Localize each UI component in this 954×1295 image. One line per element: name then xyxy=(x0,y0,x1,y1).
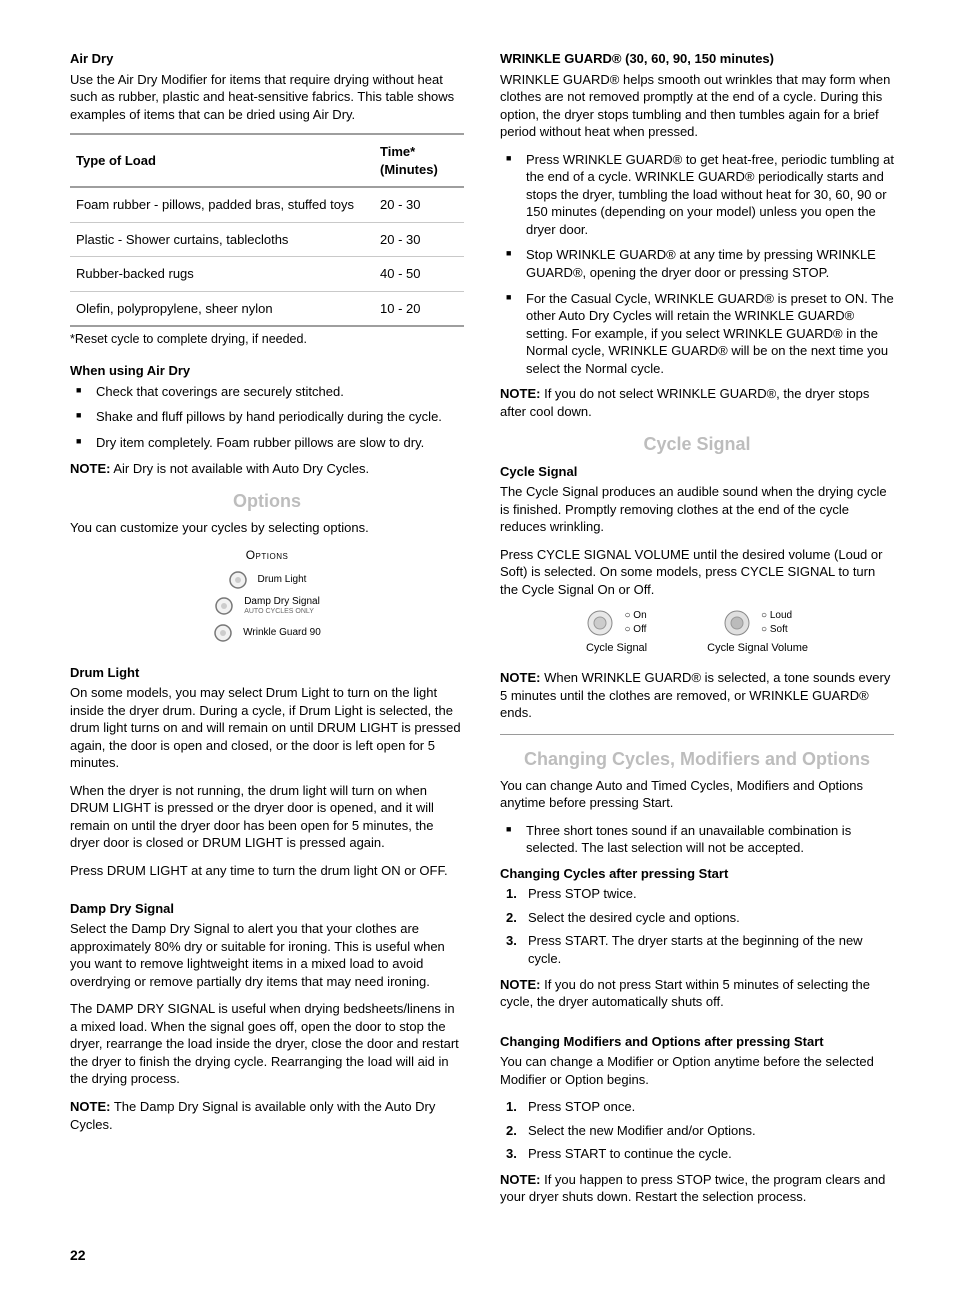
changing-note-2: NOTE: If you happen to press STOP twice,… xyxy=(500,1171,894,1206)
options-panel: Options Drum Light Damp Dry SignalAUTO C… xyxy=(70,547,464,646)
table-row: Rubber-backed rugs40 - 50 xyxy=(70,257,464,292)
option-button-icon xyxy=(213,623,233,643)
options-title: Options xyxy=(70,489,464,513)
drum-light-p2: When the dryer is not running, the drum … xyxy=(70,782,464,852)
list-item: Press WRINKLE GUARD® to get heat-free, p… xyxy=(506,151,894,239)
list-item: 3.Press START. The dryer starts at the b… xyxy=(506,932,894,967)
table-row: Foam rubber - pillows, padded bras, stuf… xyxy=(70,187,464,222)
left-column: Air Dry Use the Air Dry Modifier for ite… xyxy=(70,50,464,1218)
list-item: Check that coverings are securely stitch… xyxy=(76,383,464,401)
damp-dry-p2: The DAMP DRY SIGNAL is useful when dryin… xyxy=(70,1000,464,1088)
table-row: Olefin, polypropylene, sheer nylon10 - 2… xyxy=(70,291,464,326)
options-panel-label: Options xyxy=(246,547,289,563)
changing-title: Changing Cycles, Modifiers and Options xyxy=(500,749,894,771)
table-row: Plastic - Shower curtains, tablecloths20… xyxy=(70,222,464,257)
wrinkle-heading: WRINKLE GUARD® (30, 60, 90, 150 minutes) xyxy=(500,50,894,68)
cycle-signal-p1: The Cycle Signal produces an audible sou… xyxy=(500,483,894,536)
drum-light-heading: Drum Light xyxy=(70,664,464,682)
table-header-load: Type of Load xyxy=(70,134,374,187)
page-number: 22 xyxy=(70,1246,894,1265)
divider xyxy=(500,734,894,735)
list-item: 2.Select the new Modifier and/or Options… xyxy=(506,1122,894,1140)
list-item: 1.Press STOP twice. xyxy=(506,885,894,903)
damp-dry-note: NOTE: The Damp Dry Signal is available o… xyxy=(70,1098,464,1133)
air-dry-table: Type of Load Time* (Minutes) Foam rubber… xyxy=(70,133,464,327)
list-item: For the Casual Cycle, WRINKLE GUARD® is … xyxy=(506,290,894,378)
changing-bullet-list: Three short tones sound if an unavailabl… xyxy=(500,822,894,857)
cycle-signal-p2: Press CYCLE SIGNAL VOLUME until the desi… xyxy=(500,546,894,599)
options-intro: You can customize your cycles by selecti… xyxy=(70,519,464,537)
when-air-dry-note: NOTE: Air Dry is not available with Auto… xyxy=(70,460,464,478)
cycle-signal-title: Cycle Signal xyxy=(500,432,894,456)
list-item: 1.Press STOP once. xyxy=(506,1098,894,1116)
damp-dry-p1: Select the Damp Dry Signal to alert you … xyxy=(70,920,464,990)
cycle-signal-onoff: ○ On○ Off Cycle Signal xyxy=(586,609,647,656)
changing-mod-intro: You can change a Modifier or Option anyt… xyxy=(500,1053,894,1088)
cycle-signal-diagram: ○ On○ Off Cycle Signal ○ Loud○ Soft Cycl… xyxy=(500,609,894,656)
list-item: Three short tones sound if an unavailabl… xyxy=(506,822,894,857)
changing-mod-heading: Changing Modifiers and Options after pre… xyxy=(500,1033,894,1051)
changing-intro: You can change Auto and Timed Cycles, Mo… xyxy=(500,777,894,812)
when-air-dry-heading: When using Air Dry xyxy=(70,362,464,380)
drum-light-p3: Press DRUM LIGHT at any time to turn the… xyxy=(70,862,464,880)
wrinkle-note: NOTE: If you do not select WRINKLE GUARD… xyxy=(500,385,894,420)
option-button-icon xyxy=(214,596,234,616)
cycle-signal-heading: Cycle Signal xyxy=(500,463,894,481)
dial-icon xyxy=(586,609,614,637)
list-item: Stop WRINKLE GUARD® at any time by press… xyxy=(506,246,894,281)
changing-steps-1: 1.Press STOP twice. 2.Select the desired… xyxy=(500,885,894,967)
list-item: Shake and fluff pillows by hand periodic… xyxy=(76,408,464,426)
page-columns: Air Dry Use the Air Dry Modifier for ite… xyxy=(70,50,894,1218)
option-row: Drum Light xyxy=(228,570,307,590)
drum-light-p1: On some models, you may select Drum Ligh… xyxy=(70,684,464,772)
air-dry-intro: Use the Air Dry Modifier for items that … xyxy=(70,71,464,124)
changing-steps-2: 1.Press STOP once. 2.Select the new Modi… xyxy=(500,1098,894,1163)
air-dry-heading: Air Dry xyxy=(70,50,464,68)
dial-icon xyxy=(723,609,751,637)
list-item: 3.Press START to continue the cycle. xyxy=(506,1145,894,1163)
damp-dry-heading: Damp Dry Signal xyxy=(70,900,464,918)
changing-note-1: NOTE: If you do not press Start within 5… xyxy=(500,976,894,1011)
when-air-dry-list: Check that coverings are securely stitch… xyxy=(70,383,464,452)
list-item: 2.Select the desired cycle and options. xyxy=(506,909,894,927)
list-item: Dry item completely. Foam rubber pillows… xyxy=(76,434,464,452)
wrinkle-intro: WRINKLE GUARD® helps smooth out wrinkles… xyxy=(500,71,894,141)
wrinkle-list: Press WRINKLE GUARD® to get heat-free, p… xyxy=(500,151,894,378)
option-row: Wrinkle Guard 90 xyxy=(213,623,321,643)
cycle-signal-note: NOTE: When WRINKLE GUARD® is selected, a… xyxy=(500,669,894,722)
changing-after-start-heading: Changing Cycles after pressing Start xyxy=(500,865,894,883)
cycle-signal-volume: ○ Loud○ Soft Cycle Signal Volume xyxy=(707,609,808,656)
air-dry-footnote: *Reset cycle to complete drying, if need… xyxy=(70,331,464,348)
option-row: Damp Dry SignalAUTO CYCLES ONLY xyxy=(214,596,320,616)
table-header-time: Time* (Minutes) xyxy=(374,134,464,187)
right-column: WRINKLE GUARD® (30, 60, 90, 150 minutes)… xyxy=(500,50,894,1218)
option-button-icon xyxy=(228,570,248,590)
